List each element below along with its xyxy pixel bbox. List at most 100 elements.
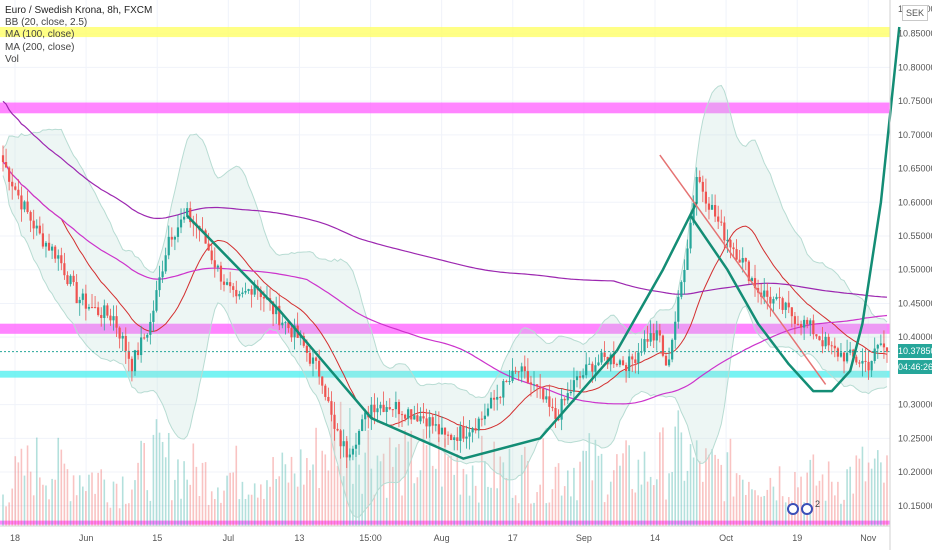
volume-bar bbox=[876, 450, 879, 526]
event-flag-icon[interactable] bbox=[787, 503, 799, 515]
volume-bar bbox=[530, 503, 532, 526]
candle-body bbox=[701, 181, 704, 192]
candle-body bbox=[425, 418, 428, 427]
volume-bar bbox=[496, 488, 498, 526]
volume-bar bbox=[517, 503, 520, 526]
candle-body bbox=[784, 302, 787, 310]
indicator-ma200[interactable]: MA (200, close) bbox=[5, 41, 75, 53]
candle-body bbox=[35, 225, 38, 229]
volume-bar bbox=[349, 407, 351, 526]
x-tick-label: Nov bbox=[860, 533, 877, 543]
candle-body bbox=[364, 412, 367, 420]
candle-body bbox=[591, 363, 594, 372]
candle-body bbox=[873, 348, 876, 361]
volume-bar bbox=[524, 446, 526, 526]
candle-body bbox=[535, 384, 539, 387]
candle-body bbox=[677, 296, 680, 322]
candle-body bbox=[809, 320, 812, 325]
event-flag-icon[interactable] bbox=[801, 503, 813, 515]
volume-bar bbox=[674, 426, 677, 526]
indicator-ma100[interactable]: MA (100, close) bbox=[5, 29, 75, 41]
ma100-line bbox=[2, 161, 888, 405]
indicator-vol[interactable]: Vol bbox=[5, 53, 19, 65]
volume-bar bbox=[855, 455, 858, 526]
volume-bar bbox=[385, 497, 388, 526]
volume-bar bbox=[180, 498, 182, 526]
candle-body bbox=[388, 407, 391, 410]
volume-bar bbox=[78, 475, 81, 526]
bollinger-bands bbox=[2, 84, 888, 518]
candle-body bbox=[176, 227, 180, 237]
volume-bar bbox=[772, 486, 775, 526]
volume-bars bbox=[2, 401, 888, 526]
candle-body bbox=[732, 247, 735, 250]
volume-bar bbox=[392, 466, 394, 526]
candle-body bbox=[649, 333, 652, 342]
volume-bar bbox=[563, 486, 566, 526]
candle-body bbox=[763, 290, 766, 297]
volume-bar bbox=[161, 441, 164, 526]
candle-body bbox=[281, 322, 284, 326]
candle-body bbox=[149, 321, 152, 335]
candle-body bbox=[370, 404, 373, 418]
volume-bar bbox=[490, 487, 492, 526]
volume-bar bbox=[284, 464, 287, 526]
candle-body bbox=[330, 401, 333, 415]
candle-body bbox=[305, 345, 308, 353]
candle-body bbox=[618, 360, 622, 365]
volume-bar bbox=[235, 445, 238, 526]
x-tick-label: 14 bbox=[650, 533, 660, 543]
candle-body bbox=[517, 371, 520, 373]
volume-bar bbox=[118, 508, 121, 526]
candle-body bbox=[431, 417, 434, 426]
candle-body bbox=[118, 327, 121, 339]
volume-bar bbox=[616, 454, 618, 526]
candle-body bbox=[400, 414, 404, 416]
volume-bar bbox=[505, 477, 508, 526]
volume-bar bbox=[554, 466, 557, 526]
events-count: 2 bbox=[815, 499, 821, 509]
candle-body bbox=[612, 354, 615, 365]
candle-body bbox=[496, 396, 499, 400]
candle-body bbox=[600, 352, 603, 363]
candle-body bbox=[578, 376, 582, 378]
candle-body bbox=[667, 359, 671, 366]
candle-body bbox=[275, 305, 278, 315]
horizontal-zones bbox=[0, 26, 890, 525]
volume-bar bbox=[649, 476, 652, 526]
candle-body bbox=[336, 428, 339, 431]
candle-body bbox=[646, 339, 649, 342]
indicator-bb[interactable]: BB (20, close, 2.5) bbox=[5, 17, 88, 29]
volume-bar bbox=[557, 463, 560, 526]
candle-body bbox=[489, 397, 493, 409]
volume-bar bbox=[763, 495, 766, 526]
y-axis: 10.1500010.2000010.2500010.3000010.35000… bbox=[889, 0, 932, 550]
volume-bar bbox=[585, 450, 587, 526]
volume-bar bbox=[484, 460, 486, 526]
volume-bar bbox=[361, 493, 363, 526]
volume-bar bbox=[625, 440, 627, 526]
candle-body bbox=[806, 319, 809, 325]
volume-bar bbox=[281, 452, 284, 526]
candle-body bbox=[879, 343, 882, 345]
candle-body bbox=[882, 343, 886, 348]
currency-badge[interactable]: SEK bbox=[902, 5, 928, 21]
volume-bar bbox=[477, 502, 480, 526]
candle-body bbox=[397, 401, 401, 415]
candle-body bbox=[391, 409, 394, 411]
volume-bar bbox=[177, 459, 179, 526]
candle-body bbox=[775, 296, 778, 300]
x-tick-label: 18 bbox=[10, 533, 20, 543]
candle-body bbox=[459, 426, 462, 441]
volume-bar bbox=[229, 472, 231, 526]
volume-bar bbox=[511, 497, 514, 526]
candle-body bbox=[136, 350, 140, 356]
volume-bar bbox=[619, 465, 621, 526]
volume-bar bbox=[551, 489, 554, 526]
candle-body bbox=[529, 382, 533, 385]
volume-bar bbox=[692, 457, 695, 526]
ma200-line bbox=[2, 100, 888, 298]
candle-body bbox=[824, 336, 827, 347]
